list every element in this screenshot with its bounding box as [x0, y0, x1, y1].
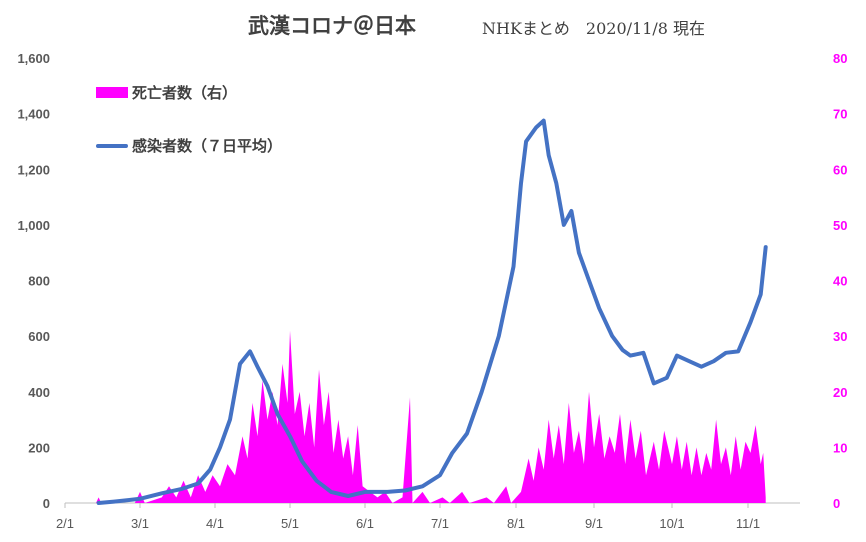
x-axis-tick-label: 4/1	[206, 516, 224, 531]
right-axis-tick-label: 0	[833, 496, 840, 511]
legend-deaths-label: 死亡者数（右）	[132, 84, 238, 102]
right-axis-tick-label: 80	[833, 51, 847, 66]
left-axis-tick-label: 800	[28, 274, 50, 289]
x-axis-tick-label: 7/1	[431, 516, 449, 531]
x-axis-tick-label: 6/1	[356, 516, 374, 531]
left-axis-tick-label: 0	[43, 496, 50, 511]
right-axis-tick-label: 70	[833, 107, 847, 122]
x-axis-tick-label: 10/1	[659, 516, 684, 531]
legend-cases-swatch	[96, 143, 128, 148]
right-axis-tick-label: 40	[833, 274, 847, 289]
legend-deaths-swatch	[96, 87, 128, 98]
left-axis-tick-label: 400	[28, 385, 50, 400]
right-axis-ticks: 0 10 20 30 40 50 60 70 80	[833, 51, 847, 511]
x-axis-tick-label: 5/1	[281, 516, 299, 531]
right-axis-tick-label: 10	[833, 440, 847, 455]
x-axis-tick-label: 2/1	[56, 516, 74, 531]
x-axis-tick-label: 9/1	[585, 516, 603, 531]
chart-title: 武漢コロナ＠日本	[248, 14, 416, 38]
right-axis-tick-label: 20	[833, 385, 847, 400]
legend-cases-label: 感染者数（７日平均）	[132, 137, 283, 155]
left-axis-tick-label: 1,000	[17, 218, 50, 233]
legend-item-deaths: 死亡者数（右）	[96, 82, 237, 103]
left-axis-tick-label: 200	[28, 440, 50, 455]
x-axis-tick-label: 8/1	[507, 516, 525, 531]
left-axis-ticks: 0 200 400 600 800 1,000 1,200 1,400 1,600	[17, 51, 50, 511]
right-axis-tick-label: 30	[833, 329, 847, 344]
cases-line-series	[96, 118, 768, 505]
x-axis-ticks: 2/1 3/1 4/1 5/1 6/1 7/1 8/1 9/1 10/1 11/1	[56, 503, 760, 531]
right-axis-tick-label: 50	[833, 218, 847, 233]
x-axis-tick-label: 11/1	[736, 516, 760, 531]
left-axis-tick-label: 1,200	[17, 162, 50, 177]
legend-item-cases: 感染者数（７日平均）	[96, 135, 282, 156]
left-axis-tick-label: 1,600	[17, 51, 50, 66]
x-axis-tick-label: 3/1	[131, 516, 149, 531]
right-axis-tick-label: 60	[833, 162, 847, 177]
chart-subtitle: NHKまとめ 2020/11/8 現在	[482, 19, 706, 38]
left-axis-tick-label: 600	[28, 329, 50, 344]
left-axis-tick-label: 1,400	[17, 107, 50, 122]
deaths-area-series	[96, 330, 766, 503]
